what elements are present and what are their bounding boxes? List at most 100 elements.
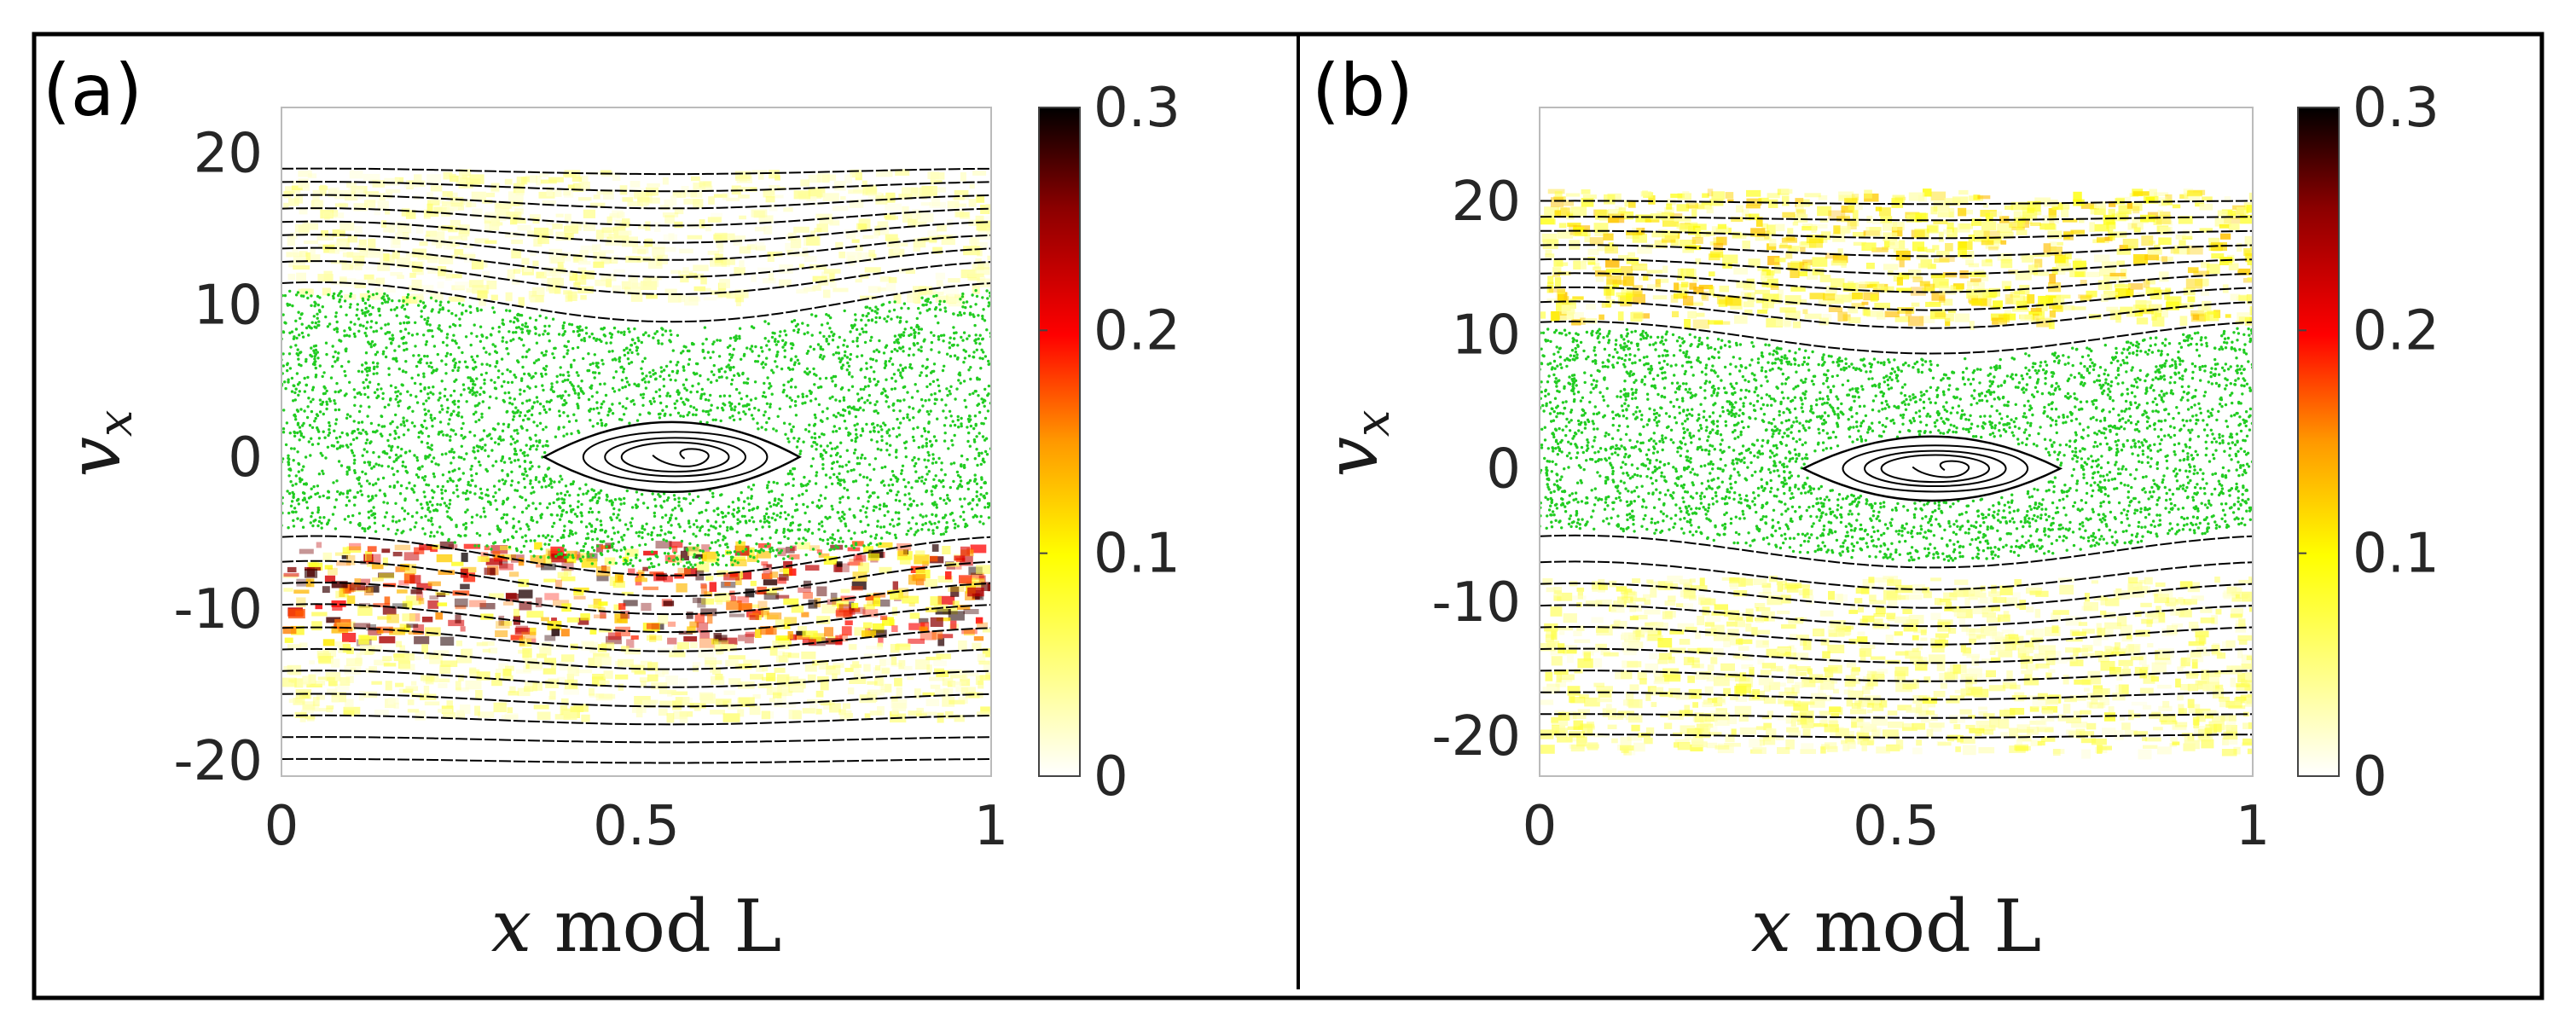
- scatter-point: [658, 416, 662, 420]
- scatter-point: [899, 335, 902, 339]
- scatter-point: [426, 445, 430, 449]
- density-cell: [408, 630, 423, 635]
- scatter-point: [549, 388, 553, 391]
- scatter-point: [327, 293, 330, 297]
- scatter-point: [469, 388, 473, 392]
- density-cell: [461, 553, 468, 562]
- scatter-point: [709, 356, 712, 360]
- scatter-point: [654, 554, 658, 558]
- scatter-point: [899, 421, 902, 425]
- scatter-point: [833, 425, 836, 428]
- scatter-point: [386, 322, 390, 326]
- scatter-point: [966, 458, 969, 461]
- density-cell: [484, 223, 492, 233]
- scatter-point: [759, 519, 763, 523]
- scatter-point: [484, 467, 488, 472]
- scatter-point: [948, 409, 952, 413]
- scatter-point: [896, 417, 899, 421]
- scatter-point: [334, 436, 339, 440]
- scatter-point: [283, 380, 287, 384]
- scatter-point: [913, 336, 917, 339]
- density-cell: [317, 676, 330, 681]
- density-cell: [491, 679, 502, 687]
- scatter-point: [509, 443, 513, 446]
- scatter-point: [476, 449, 480, 453]
- scatter-point: [954, 522, 957, 526]
- scatter-point: [899, 374, 902, 377]
- density-cell: [950, 587, 960, 597]
- scatter-point: [822, 334, 826, 339]
- scatter-point: [821, 410, 825, 414]
- scatter-point: [361, 470, 364, 473]
- scatter-point: [529, 479, 532, 483]
- scatter-point: [413, 484, 416, 488]
- scatter-point: [897, 433, 902, 437]
- scatter-point: [897, 522, 901, 525]
- density-cell: [757, 600, 768, 609]
- density-cell: [713, 194, 728, 198]
- density-cell: [310, 254, 321, 263]
- scatter-point: [357, 482, 361, 485]
- density-cell: [495, 672, 501, 680]
- scatter-point: [792, 467, 797, 471]
- scatter-point: [432, 392, 435, 396]
- scatter-point: [856, 422, 859, 426]
- scatter-point: [964, 405, 968, 409]
- density-cell: [443, 171, 453, 180]
- density-cell: [590, 202, 606, 207]
- scatter-point: [600, 540, 604, 543]
- scatter-point: [366, 374, 369, 377]
- scatter-point: [423, 317, 426, 322]
- density-cell: [621, 218, 630, 227]
- scatter-point: [550, 535, 554, 538]
- scatter-point: [560, 397, 563, 400]
- scatter-point: [885, 442, 889, 445]
- scatter-point: [438, 410, 442, 414]
- scatter-point: [850, 544, 854, 548]
- density-cell: [977, 653, 986, 662]
- density-cell: [973, 241, 988, 250]
- density-cell: [972, 264, 984, 270]
- scatter-point: [865, 367, 868, 370]
- scatter-point: [882, 351, 886, 355]
- scatter-point: [980, 478, 983, 481]
- scatter-point: [423, 495, 426, 499]
- density-cell: [750, 674, 763, 680]
- scatter-point: [485, 362, 489, 366]
- scatter-point: [841, 496, 844, 499]
- density-cell: [283, 572, 299, 577]
- scatter-point: [369, 421, 374, 426]
- scatter-point: [418, 467, 421, 471]
- scatter-point: [815, 443, 819, 446]
- scatter-point: [555, 492, 560, 496]
- density-cell: [829, 703, 841, 713]
- scatter-point: [764, 362, 768, 366]
- scatter-point: [926, 298, 931, 301]
- density-cell: [844, 174, 852, 183]
- density-cell: [737, 709, 745, 717]
- scatter-point: [801, 392, 804, 396]
- density-cell: [484, 567, 495, 575]
- scatter-point: [611, 503, 614, 507]
- density-cell: [433, 206, 450, 213]
- scatter-point: [500, 385, 504, 388]
- scatter-point: [353, 403, 357, 407]
- density-cell: [729, 572, 738, 577]
- scatter-point: [455, 525, 458, 529]
- density-cell: [725, 659, 739, 667]
- density-cell: [766, 564, 772, 568]
- scatter-point: [705, 508, 708, 512]
- scatter-point: [448, 325, 452, 328]
- scatter-point: [505, 340, 508, 344]
- scatter-point: [349, 321, 353, 324]
- density-cell: [932, 187, 946, 193]
- scatter-point: [766, 542, 770, 546]
- scatter-point: [328, 424, 332, 427]
- scatter-point: [488, 364, 492, 368]
- scatter-point: [775, 481, 779, 485]
- density-cell: [595, 229, 604, 240]
- density-cell: [791, 605, 804, 613]
- scatter-point: [808, 519, 811, 524]
- scatter-point: [545, 439, 548, 444]
- density-cell: [870, 690, 885, 696]
